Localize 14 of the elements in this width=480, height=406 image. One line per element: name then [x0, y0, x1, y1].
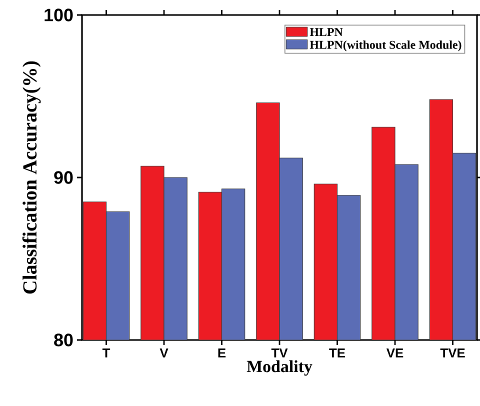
x-tick-label: T [102, 348, 110, 358]
x-tick-label: VE [386, 348, 404, 358]
x-tick-label: V [160, 348, 168, 358]
y-tick-label: 90 [54, 171, 73, 184]
legend-label: HLPN(without Scale Module) [310, 40, 462, 52]
x-tick-label: TE [329, 348, 346, 358]
legend-label: HLPN [310, 28, 343, 36]
x-tick-label: TV [271, 348, 288, 358]
y-tick-label: 100 [44, 8, 73, 22]
y-axis-title: Classification Accuracy(%) [22, 61, 41, 294]
x-tick-label: TVE [440, 348, 465, 358]
x-tick-label: E [218, 348, 226, 358]
y-tick-label: 80 [54, 334, 73, 346]
x-axis-title: Modality [246, 360, 312, 376]
